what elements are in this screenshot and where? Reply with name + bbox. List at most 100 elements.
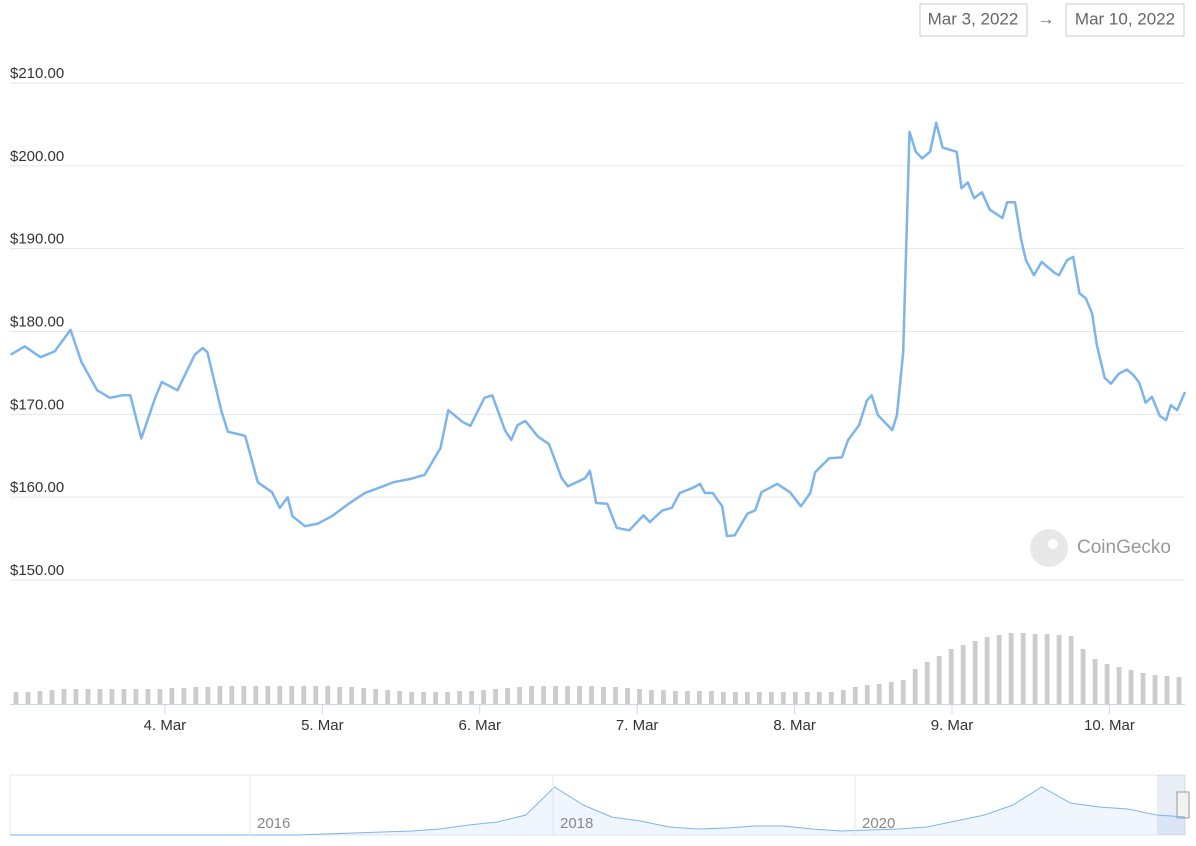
volume-bar [948,649,954,704]
volume-bar [816,692,822,704]
volume-bar [625,688,630,704]
volume-bar [349,687,355,704]
volume-bar [1044,634,1050,704]
y-tick-label: $180.00 [10,313,64,330]
volume-bar [613,687,618,704]
y-tick-label: $170.00 [10,396,64,413]
volume-bar [541,686,546,704]
volume-bar [301,686,307,704]
volume-bar [744,692,750,704]
volume-bar [565,686,570,704]
volume-bar [205,687,211,704]
y-tick-label: $190.00 [10,231,64,248]
volume-bar [109,689,115,704]
volume-bar [1128,670,1134,704]
volume-bar [924,662,930,704]
volume-bar [697,691,702,704]
volume-bar [1056,635,1062,704]
y-tick-label: $200.00 [10,148,64,165]
volume-bar [97,689,103,704]
volume-bar [1020,633,1026,704]
volume-bar [13,692,19,704]
date-to-box[interactable] [1065,3,1185,37]
volume-bar [828,692,834,704]
volume-bar [1176,677,1182,704]
volume-bar [421,692,427,704]
volume-bar [637,689,642,704]
volume-bar [241,686,247,704]
date-from-box[interactable] [919,3,1028,37]
volume-bar [732,692,738,704]
volume-bar [1116,667,1122,704]
date-to[interactable]: Mar 10, 2022 [1075,9,1175,28]
volume-bar [1104,664,1110,704]
volume-bar [1164,676,1170,704]
volume-bar [984,637,990,704]
volume-bar [481,690,486,704]
volume-bar [433,692,439,704]
navigator-line [10,786,1186,836]
volume-bar [553,686,558,704]
volume-bar [157,689,163,704]
volume-bar [169,688,175,704]
price-line [9,121,1187,538]
volume-bar [253,686,259,704]
volume-bar [385,690,391,704]
volume-bar [325,686,331,704]
volume-bar [289,686,295,704]
volume-bar [996,635,1002,704]
watermark-logo [1030,529,1068,567]
volume-bar [673,691,678,704]
y-tick-label: $160.00 [10,479,64,496]
volume-bar [1092,659,1098,704]
navigator-label: 2020 [862,815,895,832]
volume-bar [445,692,451,704]
navigator-handle[interactable] [1176,791,1190,819]
x-tick-label: 8. Mar [773,717,816,734]
volume-bar [37,691,43,704]
volume-bar [505,688,510,704]
volume-bar [876,684,882,704]
volume-bar [277,686,283,704]
volume-bar [960,645,966,704]
volume-bar [229,686,235,704]
navigator-label: 2016 [257,815,290,832]
volume-bar [1080,649,1086,704]
volume-bar [73,689,79,704]
volume-bar [85,689,91,704]
volume-bar [792,692,798,704]
volume-bar [61,689,67,704]
volume-bar [840,690,846,704]
volume-bar [589,686,594,704]
volume-bar [493,689,498,704]
y-tick-label: $210.00 [10,65,64,82]
volume-bar [900,680,906,704]
x-tick-label: 7. Mar [616,717,659,734]
date-arrow: → [1038,9,1055,28]
volume-bar [529,686,534,704]
volume-bar [804,692,810,704]
volume-bar [1008,633,1014,704]
volume-bar [685,691,690,704]
volume-bar [265,686,271,704]
watermark-logo-eye [1048,539,1058,549]
volume-bar [649,690,654,704]
date-from[interactable]: Mar 3, 2022 [928,9,1019,28]
volume-bar [780,692,786,704]
volume-bar [373,689,379,704]
volume-bar [720,692,726,704]
x-tick-label: 9. Mar [931,717,974,734]
x-tick-label: 4. Mar [144,717,187,734]
volume-bar [121,689,127,704]
volume-bar [1140,673,1146,704]
volume-bar [337,687,343,704]
volume-bar [888,682,894,704]
volume-bar [601,687,606,704]
volume-bar [852,687,858,704]
volume-bar [133,689,139,704]
x-tick-label: 5. Mar [301,717,344,734]
x-tick-label: 10. Mar [1084,717,1135,734]
volume-bar [517,687,522,704]
volume-bar [577,686,582,704]
